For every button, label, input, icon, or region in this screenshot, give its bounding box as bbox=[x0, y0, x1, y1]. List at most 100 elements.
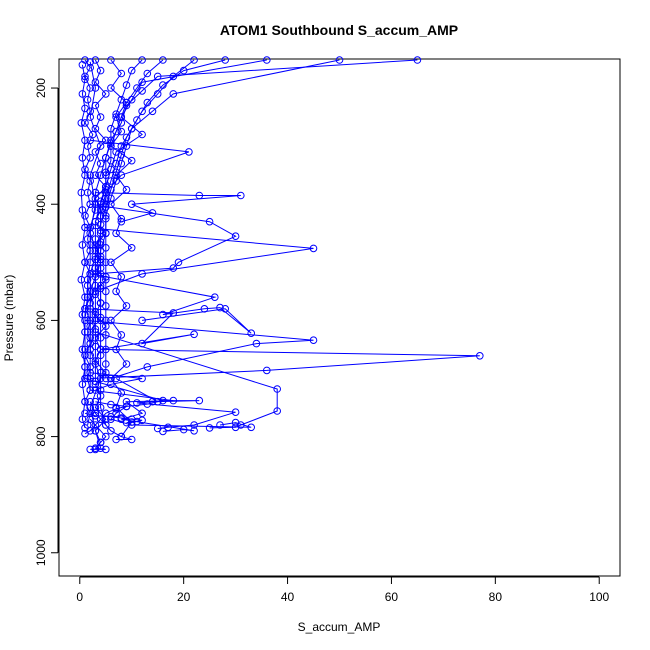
series-17 bbox=[86, 270, 255, 338]
series-layer bbox=[77, 56, 484, 454]
data-point bbox=[86, 241, 94, 249]
data-point bbox=[86, 171, 94, 179]
data-point bbox=[127, 244, 136, 252]
data-point bbox=[117, 171, 126, 179]
data-point bbox=[107, 427, 115, 435]
series-line bbox=[109, 378, 252, 428]
data-point bbox=[102, 432, 110, 441]
data-point bbox=[81, 316, 89, 325]
data-point bbox=[138, 416, 146, 425]
series-line bbox=[84, 308, 480, 379]
series-line bbox=[105, 59, 164, 379]
data-point bbox=[78, 90, 87, 98]
series-line bbox=[84, 59, 94, 426]
data-point bbox=[237, 191, 245, 200]
series-25 bbox=[81, 409, 146, 427]
data-point bbox=[112, 287, 120, 296]
series-9 bbox=[91, 56, 229, 386]
data-point bbox=[221, 56, 229, 64]
data-point bbox=[102, 168, 110, 177]
series-14 bbox=[91, 188, 245, 226]
data-point bbox=[117, 389, 126, 397]
data-point bbox=[263, 56, 271, 64]
series-line bbox=[84, 59, 418, 379]
data-point bbox=[159, 427, 167, 436]
data-point bbox=[81, 136, 89, 145]
data-point bbox=[133, 399, 141, 407]
data-point bbox=[86, 113, 94, 121]
data-point bbox=[117, 95, 126, 104]
data-point bbox=[413, 56, 422, 64]
data-point bbox=[96, 415, 105, 424]
data-point bbox=[86, 445, 94, 454]
series-line bbox=[84, 378, 236, 429]
x-tick-label: 40 bbox=[281, 590, 295, 604]
data-point bbox=[81, 345, 89, 354]
chart-title: ATOM1 Southbound S_accum_AMP bbox=[220, 22, 458, 38]
data-point bbox=[221, 305, 229, 313]
data-point bbox=[127, 156, 136, 165]
data-point bbox=[138, 374, 146, 383]
data-point bbox=[127, 66, 136, 75]
data-point bbox=[117, 214, 126, 223]
data-point bbox=[96, 345, 105, 354]
data-point bbox=[91, 411, 100, 420]
data-point bbox=[81, 363, 89, 371]
data-point bbox=[159, 56, 167, 64]
data-point bbox=[107, 258, 115, 267]
data-point bbox=[231, 232, 240, 240]
data-point bbox=[86, 368, 94, 377]
series-line bbox=[90, 139, 190, 216]
series-line bbox=[80, 64, 86, 429]
data-point bbox=[127, 124, 136, 133]
series-26 bbox=[86, 415, 110, 454]
data-point bbox=[91, 255, 100, 264]
x-tick-label: 60 bbox=[385, 590, 399, 604]
data-point bbox=[107, 415, 115, 424]
data-point bbox=[138, 107, 146, 116]
data-point bbox=[91, 360, 100, 368]
data-point bbox=[91, 188, 100, 197]
data-point bbox=[122, 133, 131, 142]
data-point bbox=[216, 303, 224, 312]
data-point bbox=[86, 351, 94, 360]
data-point bbox=[252, 339, 261, 348]
data-point bbox=[117, 69, 126, 78]
data-point bbox=[143, 363, 152, 371]
data-point bbox=[102, 374, 110, 383]
data-point bbox=[216, 421, 224, 429]
data-point bbox=[133, 116, 141, 124]
data-point bbox=[117, 151, 126, 159]
data-point bbox=[96, 226, 105, 235]
data-point bbox=[91, 409, 100, 418]
data-point bbox=[205, 424, 214, 432]
data-point bbox=[86, 58, 94, 66]
series-line bbox=[100, 59, 195, 426]
data-point bbox=[81, 397, 89, 406]
data-point bbox=[211, 293, 219, 302]
data-point bbox=[169, 264, 178, 272]
data-point bbox=[309, 244, 318, 253]
data-point bbox=[102, 90, 110, 98]
x-tick-label: 100 bbox=[589, 590, 609, 604]
data-point bbox=[91, 56, 100, 64]
data-point bbox=[122, 397, 131, 406]
data-point bbox=[96, 113, 105, 121]
data-point bbox=[112, 409, 120, 418]
data-point bbox=[127, 435, 136, 444]
data-point bbox=[169, 90, 178, 98]
data-point bbox=[138, 56, 146, 64]
series-11 bbox=[102, 56, 167, 383]
data-point bbox=[117, 159, 126, 168]
data-point bbox=[122, 302, 131, 310]
x-tick-label: 80 bbox=[489, 590, 503, 604]
data-point bbox=[102, 445, 110, 454]
data-point bbox=[107, 56, 115, 64]
series-line bbox=[84, 227, 314, 292]
data-point bbox=[102, 183, 110, 191]
data-point bbox=[78, 241, 87, 249]
data-point bbox=[78, 345, 87, 354]
data-point bbox=[273, 385, 282, 393]
series-12 bbox=[96, 56, 146, 322]
series-10 bbox=[96, 56, 198, 429]
